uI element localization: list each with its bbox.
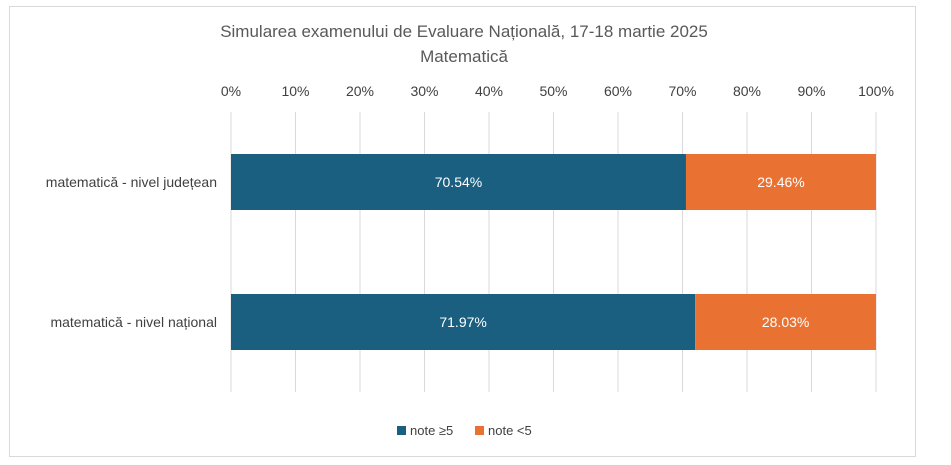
x-tick-label: 20%	[346, 83, 374, 99]
bar-segment	[231, 154, 686, 210]
x-axis-ticks: 0% 10% 20% 30% 40% 50% 60% 70% 80% 90% 100%	[221, 83, 894, 99]
x-tick-label: 100%	[858, 83, 894, 99]
chart-subtitle: Matematică	[420, 47, 508, 66]
legend-swatch	[397, 426, 406, 435]
legend-swatch	[475, 426, 484, 435]
x-tick-label: 30%	[410, 83, 438, 99]
bars: 70.54% 29.46% 71.97% 28.03%	[231, 154, 876, 350]
category-labels: matematică - nivel județean matematică - …	[46, 174, 217, 330]
bar-segment	[231, 294, 696, 350]
legend-label: note ≥5	[410, 423, 453, 438]
chart-frame	[9, 6, 916, 457]
x-tick-label: 0%	[221, 83, 241, 99]
x-tick-label: 40%	[475, 83, 503, 99]
data-label: 71.97%	[439, 314, 486, 330]
legend: note ≥5 note <5	[397, 423, 532, 438]
bar-segment	[685, 154, 876, 210]
x-tick-label: 10%	[281, 83, 309, 99]
data-label: 29.46%	[757, 174, 804, 190]
category-label: matematică - nivel județean	[46, 174, 217, 190]
x-tick-label: 70%	[668, 83, 696, 99]
x-tick-label: 60%	[604, 83, 632, 99]
category-label: matematică - nivel național	[50, 314, 217, 330]
legend-label: note <5	[488, 423, 532, 438]
x-tick-label: 80%	[733, 83, 761, 99]
data-label: 70.54%	[435, 174, 482, 190]
chart-title: Simularea examenului de Evaluare Naționa…	[220, 22, 708, 41]
x-tick-label: 90%	[797, 83, 825, 99]
bar-segment	[695, 294, 876, 350]
x-tick-label: 50%	[539, 83, 567, 99]
data-label: 28.03%	[762, 314, 809, 330]
